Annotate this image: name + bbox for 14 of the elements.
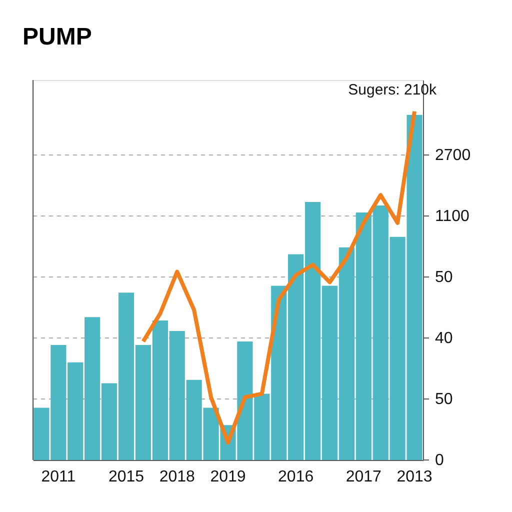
text: 2700 [435, 147, 471, 164]
text: 50 [435, 269, 453, 286]
x-tick-label: 2015 [108, 468, 144, 486]
text: 0 [435, 452, 444, 469]
text: 50 [435, 391, 453, 408]
x-tick-label: 2018 [159, 468, 196, 486]
text: 40 [435, 330, 453, 347]
text: 1100 [435, 208, 470, 225]
x-tick-label: 2013 [396, 468, 432, 486]
x-tick-label: 2016 [278, 468, 314, 486]
chart-title: PUMP [22, 24, 92, 50]
x-tick-label: 2017 [346, 468, 382, 486]
x-tick-label: 2011 [41, 468, 76, 486]
x-tick-label: 2019 [210, 468, 246, 486]
